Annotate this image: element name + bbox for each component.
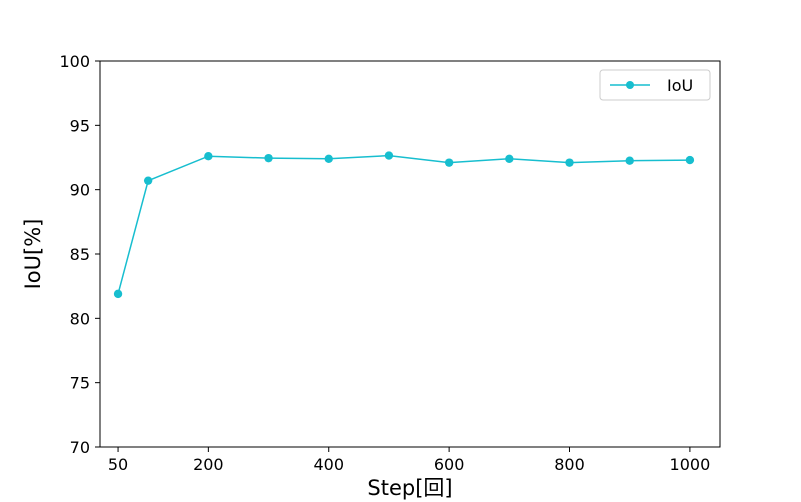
y-tick-label: 90 [70, 181, 90, 200]
y-tick-label: 100 [59, 52, 90, 71]
data-point [264, 153, 273, 163]
data-point [204, 152, 213, 161]
x-tick-label: 200 [193, 455, 224, 474]
data-point [324, 154, 333, 163]
y-axis-label: IoU[%] [21, 219, 45, 290]
y-tick-label: 70 [70, 438, 90, 457]
data-point [685, 155, 695, 165]
y-tick-label: 80 [70, 309, 90, 328]
data-point [505, 154, 514, 163]
data-point [143, 176, 153, 185]
legend-entry-label: IoU [667, 76, 693, 95]
y-tick-label: 95 [70, 116, 90, 135]
plot-area-frame [99, 60, 721, 448]
data-point [113, 289, 123, 299]
y-tick-label: 85 [70, 245, 90, 264]
series-line-iou [117, 154, 690, 295]
x-tick-label: 1000 [670, 455, 711, 474]
x-axis-label: Step[回] [367, 476, 452, 500]
data-point [384, 151, 394, 160]
x-tick-label: 600 [434, 455, 465, 474]
x-tick-label: 400 [313, 455, 344, 474]
legend-marker [626, 81, 634, 89]
data-point [444, 158, 454, 167]
data-point [625, 156, 634, 165]
x-tick-label: 50 [108, 455, 128, 474]
data-point [565, 158, 574, 167]
legend: IoU [599, 69, 711, 101]
legend-box [599, 69, 711, 101]
x-tick-label: 800 [554, 455, 585, 474]
y-tick-label: 75 [70, 374, 90, 393]
